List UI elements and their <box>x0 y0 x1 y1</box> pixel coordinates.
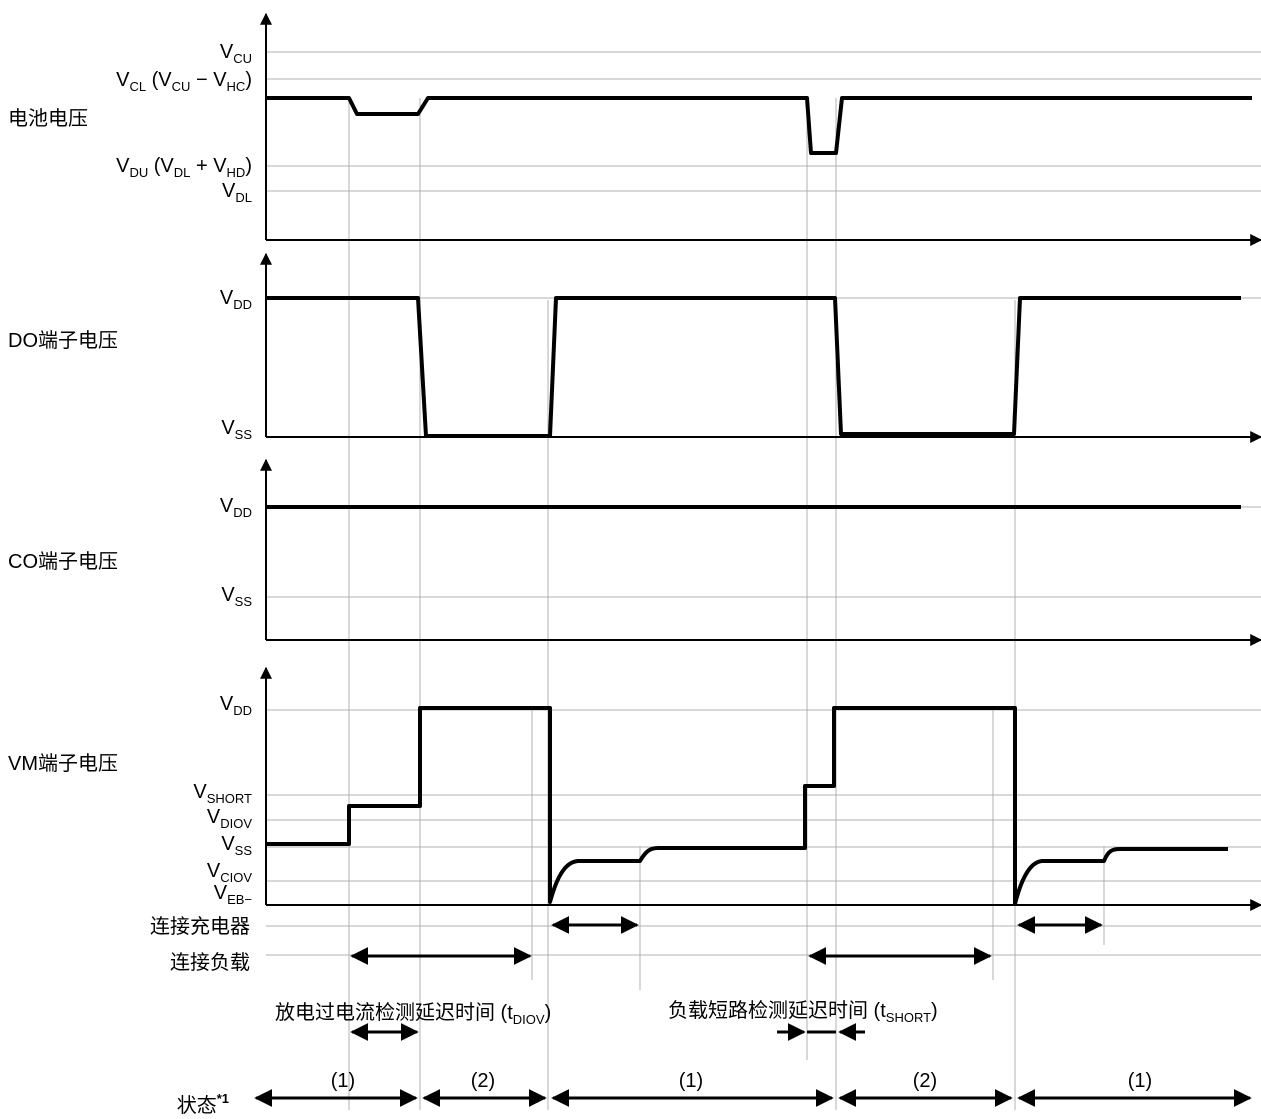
state-item: (1) <box>331 1070 355 1092</box>
battery-voltage-waveform <box>266 96 1252 155</box>
vm-level-vss: VSS <box>221 833 252 858</box>
grid-lines <box>266 51 1261 956</box>
state-label: 状态*1 <box>177 1091 229 1117</box>
state-item: (1) <box>1128 1070 1152 1092</box>
tshort-delay-label: 负载短路检测延迟时间 (tSHORT) <box>668 999 938 1025</box>
battery-panel-title: 电池电压 <box>8 107 88 130</box>
vm-level-vciov: VCIOV <box>207 860 252 885</box>
interval-arrows <box>254 916 1252 1107</box>
level-label-vcu: VCU <box>220 41 252 66</box>
vm-level-vshort: VSHORT <box>193 781 252 806</box>
state-item: (2) <box>913 1070 937 1092</box>
vm-panel-title: VM端子电压 <box>8 752 118 775</box>
state-item: (2) <box>471 1070 495 1092</box>
do-level-vdd: VDD <box>220 287 252 312</box>
level-label-vdl: VDL <box>222 180 252 205</box>
vm-voltage-waveform <box>266 706 1228 906</box>
do-level-vss: VSS <box>221 417 252 442</box>
do-voltage-waveform <box>266 296 1241 438</box>
do-panel-title: DO端子电压 <box>8 329 118 352</box>
vm-level-vdd: VDD <box>220 693 252 718</box>
vertical-guides <box>348 98 1105 1110</box>
level-label-vcl: VCL (VCU − VHC) <box>116 69 252 94</box>
state-item: (1) <box>679 1070 703 1092</box>
vm-level-veb: VEB− <box>214 882 252 907</box>
co-level-vdd: VDD <box>220 495 252 520</box>
vm-level-vdiov: VDIOV <box>207 806 252 831</box>
level-label-vdu: VDU (VDL + VHD) <box>116 155 252 180</box>
row-label-charger: 连接充电器 <box>150 915 250 938</box>
co-level-vss: VSS <box>221 584 252 609</box>
tdiov-delay-label: 放电过电流检测延迟时间 (tDIOV) <box>275 1001 551 1027</box>
row-label-load: 连接负载 <box>170 951 250 974</box>
co-panel-title: CO端子电压 <box>8 550 118 573</box>
axes <box>260 12 1261 911</box>
